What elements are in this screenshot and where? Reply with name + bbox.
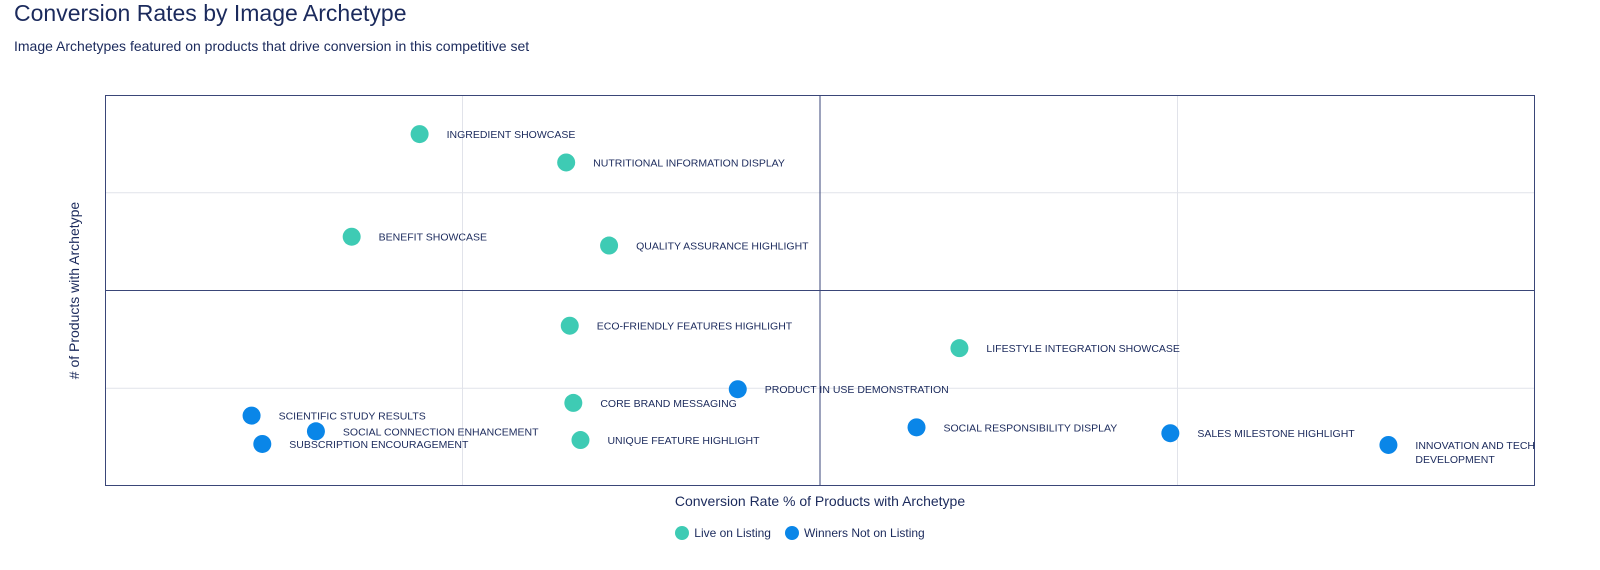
x-axis-title: Conversion Rate % of Products with Arche… (675, 493, 965, 509)
data-point[interactable] (242, 406, 261, 425)
data-point[interactable] (907, 418, 926, 437)
data-point[interactable] (560, 316, 579, 335)
data-point[interactable] (950, 339, 969, 358)
data-point-label: NUTRITIONAL INFORMATION DISPLAY (593, 157, 785, 169)
legend-item-winners[interactable]: Winners Not on Listing (784, 526, 925, 540)
data-point-label: SCIENTIFIC STUDY RESULTS (279, 411, 426, 423)
data-point[interactable] (728, 380, 747, 399)
legend-marker-live (675, 526, 690, 540)
data-point-label: ECO-FRIENDLY FEATURES HIGHLIGHT (597, 321, 793, 333)
chart-subtitle: Image Archetypes featured on products th… (14, 38, 530, 54)
data-point[interactable] (571, 431, 590, 450)
legend-label-winners: Winners Not on Listing (803, 526, 925, 540)
data-point[interactable] (253, 434, 272, 453)
data-point-label: SALES MILESTONE HIGHLIGHT (1197, 428, 1355, 440)
scatter-chart: Conversion Rate % of Products with Arche… (66, 95, 1535, 509)
data-point[interactable] (564, 393, 583, 412)
data-point-label: CORE BRAND MESSAGING (600, 398, 737, 410)
y-axis-title: # of Products with Archetype (66, 202, 82, 380)
data-point-label: UNIQUE FEATURE HIGHLIGHT (607, 435, 760, 447)
chart-title: Conversion Rates by Image Archetype (14, 0, 407, 26)
data-point-label: BENEFIT SHOWCASE (379, 232, 487, 244)
data-point[interactable] (410, 125, 429, 144)
data-point-label: SUBSCRIPTION ENCOURAGEMENT (289, 439, 469, 451)
legend-marker-winners (784, 526, 799, 540)
data-point-label: INNOVATION AND TECH DEVELOPMENT (1415, 440, 1535, 466)
data-point[interactable] (1379, 435, 1398, 454)
data-point[interactable] (557, 153, 576, 172)
data-point[interactable] (306, 422, 325, 441)
legend-item-live[interactable]: Live on Listing (675, 526, 771, 540)
data-point-label: QUALITY ASSURANCE HIGHLIGHT (636, 241, 809, 253)
plot-frame (105, 95, 1535, 486)
data-point[interactable] (1161, 424, 1180, 443)
data-point-label: SOCIAL RESPONSIBILITY DISPLAY (944, 422, 1118, 434)
data-point[interactable] (342, 227, 361, 246)
legend-label-live: Live on Listing (694, 526, 771, 540)
data-point-label: SOCIAL CONNECTION ENHANCEMENT (343, 426, 539, 438)
data-point[interactable] (600, 236, 619, 255)
chart-legend: Live on Listing Winners Not on Listing (0, 526, 1600, 540)
data-point-label: INGREDIENT SHOWCASE (447, 129, 576, 141)
data-point-label: LIFESTYLE INTEGRATION SHOWCASE (986, 343, 1180, 355)
data-point-label: PRODUCT IN USE DEMONSTRATION (765, 384, 949, 396)
